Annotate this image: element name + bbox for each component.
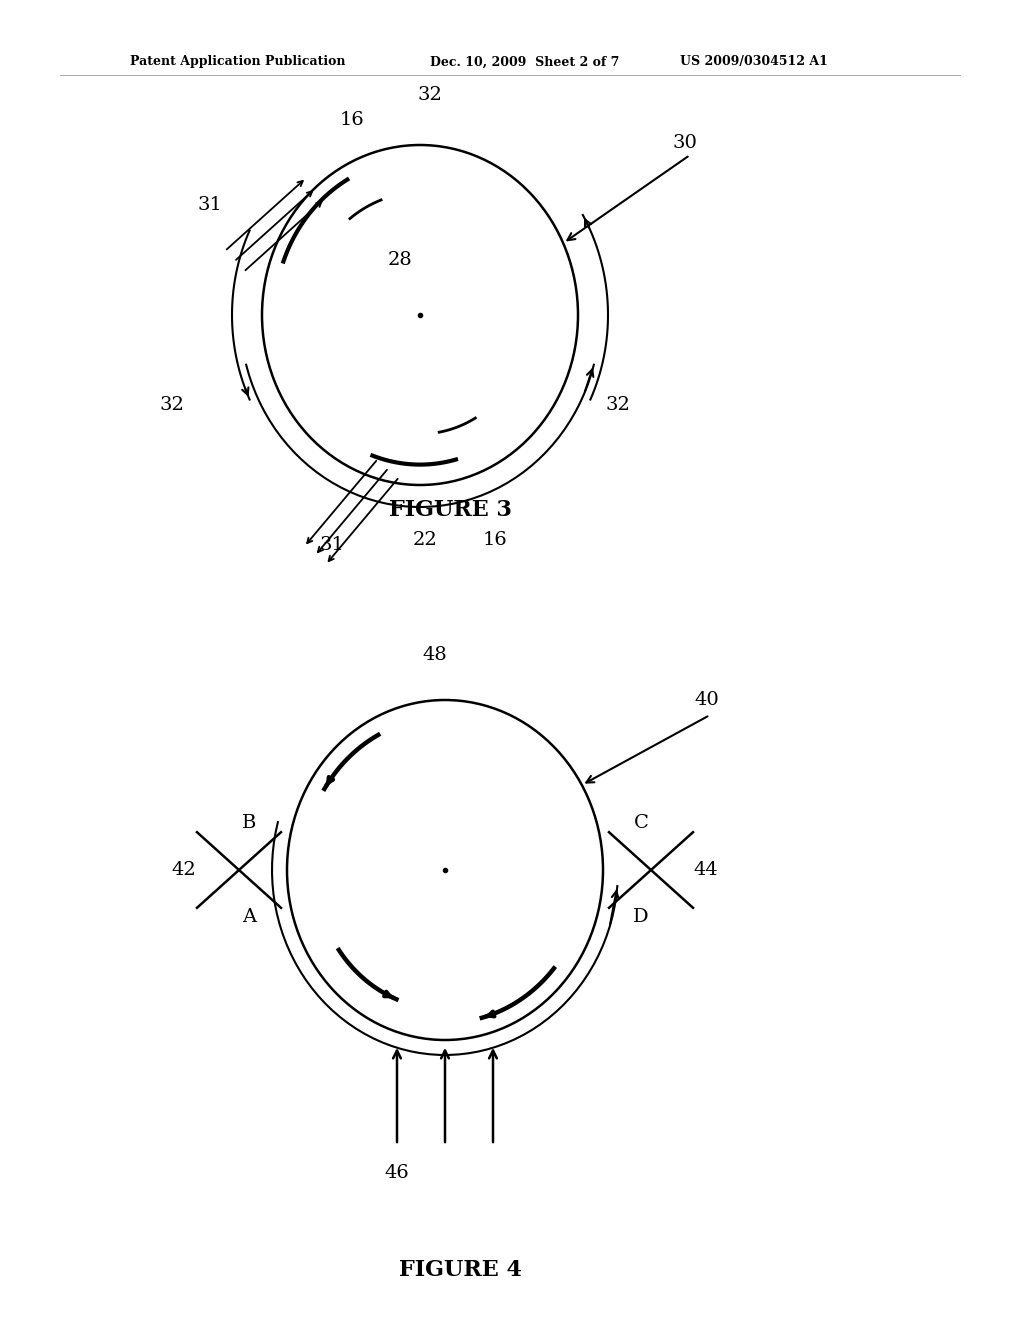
Text: FIGURE 3: FIGURE 3 xyxy=(388,499,511,521)
Text: 32: 32 xyxy=(418,86,442,104)
Text: 42: 42 xyxy=(172,861,197,879)
Text: 31: 31 xyxy=(198,195,222,214)
Text: B: B xyxy=(242,814,256,832)
Text: US 2009/0304512 A1: US 2009/0304512 A1 xyxy=(680,55,827,69)
Text: 48: 48 xyxy=(423,645,447,664)
Text: Patent Application Publication: Patent Application Publication xyxy=(130,55,345,69)
Text: A: A xyxy=(242,908,256,927)
Text: 44: 44 xyxy=(693,861,719,879)
Text: 30: 30 xyxy=(673,135,697,152)
Text: 32: 32 xyxy=(160,396,184,414)
Text: 40: 40 xyxy=(694,690,720,709)
Text: 16: 16 xyxy=(340,111,365,129)
Text: 28: 28 xyxy=(388,251,413,269)
Text: Dec. 10, 2009  Sheet 2 of 7: Dec. 10, 2009 Sheet 2 of 7 xyxy=(430,55,620,69)
Text: 32: 32 xyxy=(605,396,631,414)
Text: 46: 46 xyxy=(385,1164,410,1181)
Text: 16: 16 xyxy=(482,531,507,549)
Text: 31: 31 xyxy=(319,536,344,554)
Text: D: D xyxy=(633,908,649,927)
Text: C: C xyxy=(634,814,648,832)
Text: 22: 22 xyxy=(413,531,437,549)
Text: FIGURE 4: FIGURE 4 xyxy=(398,1259,521,1280)
